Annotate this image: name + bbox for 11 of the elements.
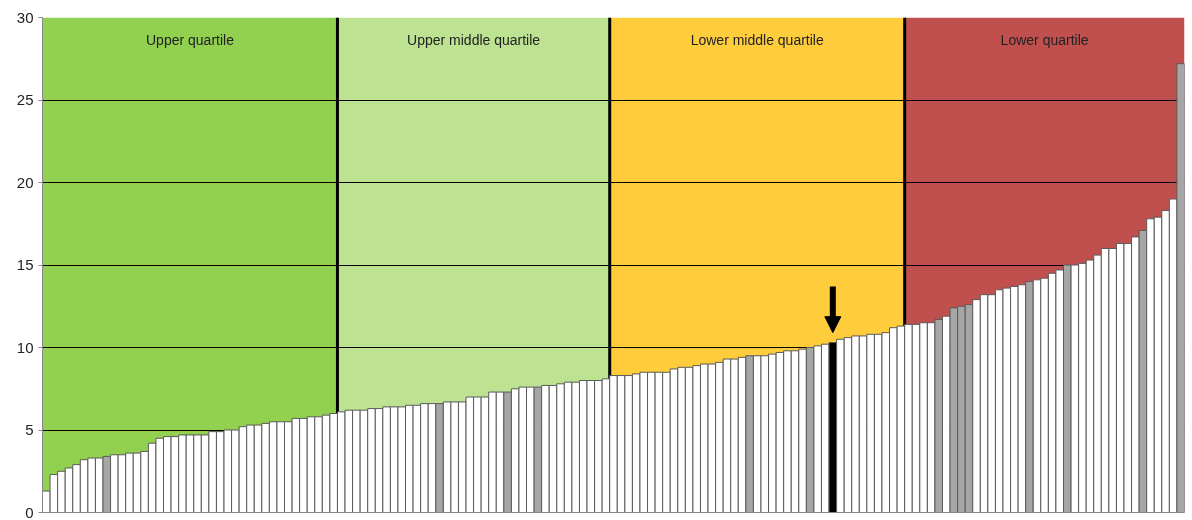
y-tick-label: 30 (16, 8, 34, 26)
annotation: Upper quartile (146, 31, 235, 48)
y-tick-label: 15 (16, 256, 34, 273)
y-tick-label: 0 (25, 503, 34, 520)
y-tick-label: 20 (16, 173, 34, 191)
y-tick-label: 5 (25, 421, 34, 438)
y-tick-label: 25 (16, 91, 34, 108)
annotation: Lower middle quartile (690, 31, 824, 48)
annotation: Upper middle quartile (407, 31, 541, 48)
annotation: Lower quartile (1000, 31, 1089, 48)
y-tick-label: 10 (16, 338, 34, 356)
